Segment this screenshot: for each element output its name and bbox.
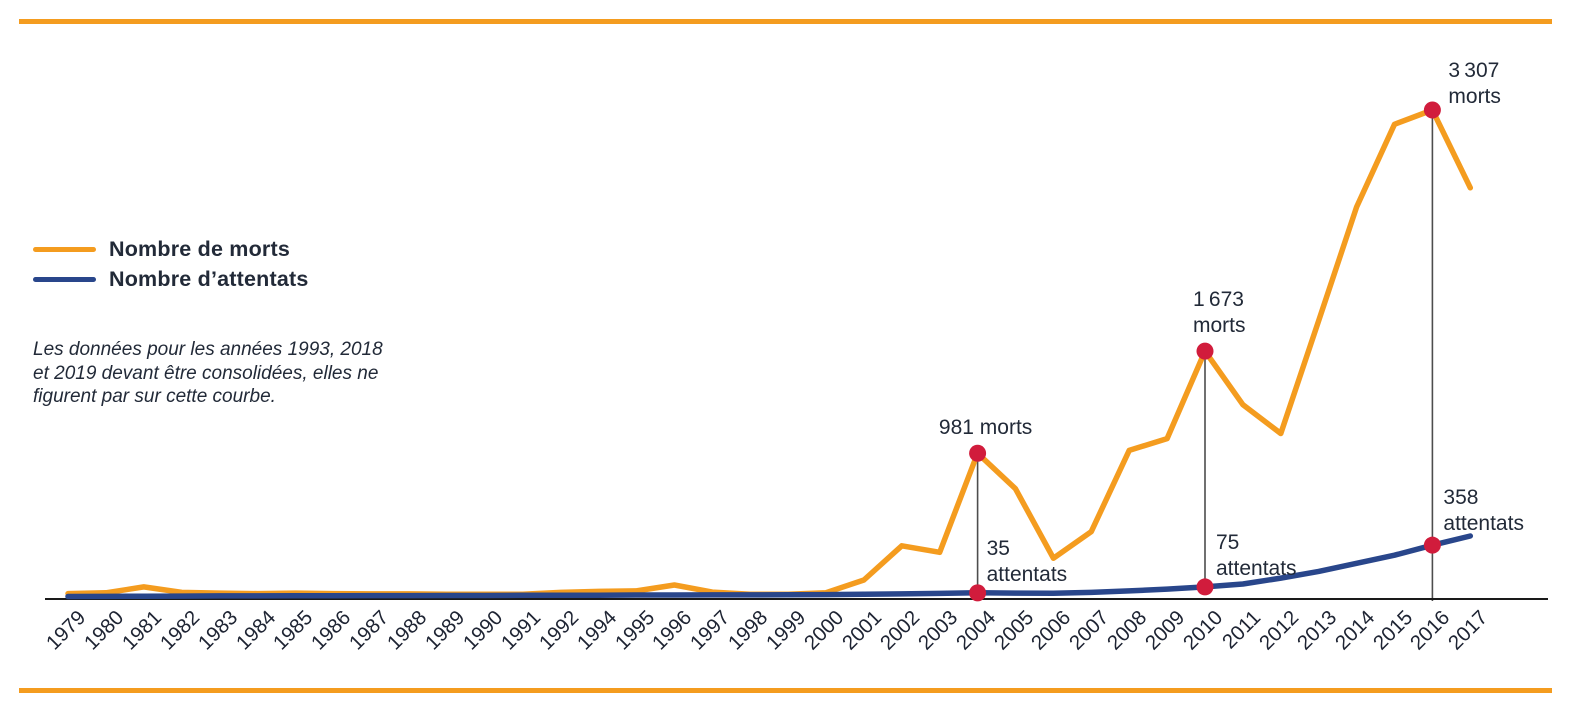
highlight-dot-2016-morts: [1423, 101, 1441, 119]
bottom-accent-rule: [19, 688, 1552, 693]
legend-swatch-attentats: [33, 276, 96, 282]
highlight-dot-2004-attentats: [969, 584, 987, 602]
annotation-2004-attentats: 35 attentats: [986, 536, 1068, 586]
legend-item-morts: Nombre de morts: [33, 234, 309, 264]
annotation-2004-morts: 981 morts: [938, 416, 1033, 440]
legend-swatch-morts: [33, 246, 96, 252]
top-accent-rule: [19, 19, 1552, 24]
highlight-dot-2016-attentats: [1423, 536, 1441, 554]
annotation-2010-morts: 1 673 morts: [1193, 288, 1246, 338]
chart-legend: Nombre de morts Nombre d’attentats: [33, 234, 309, 294]
annotation-2016-attentats: 358 attentats: [1443, 486, 1524, 536]
annotation-2016-morts: 3 307 morts: [1448, 59, 1501, 108]
legend-item-attentats: Nombre d’attentats: [33, 264, 309, 294]
highlight-dot-2010-attentats: [1196, 578, 1214, 596]
series-line-attentats: [65, 533, 1474, 600]
legend-label-attentats: Nombre d’attentats: [109, 266, 309, 291]
highlight-dot-2010-morts: [1196, 342, 1214, 360]
series-line-morts: [65, 107, 1474, 598]
footnote-missing-years: Les données pour les années 1993, 2018 e…: [33, 339, 383, 407]
highlight-dot-2004-morts: [969, 444, 987, 462]
annotation-2010-attentats: 75 attentats: [1216, 530, 1297, 580]
legend-label-morts: Nombre de morts: [109, 236, 291, 261]
